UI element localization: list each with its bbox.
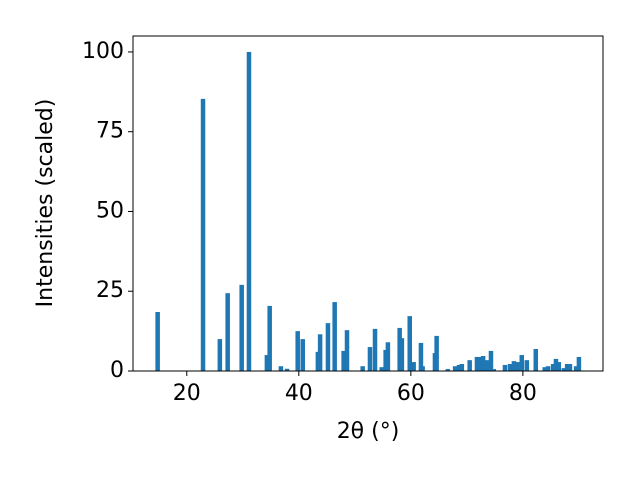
x-tick-label: 20 (173, 381, 201, 406)
bar (264, 355, 270, 371)
bar (507, 363, 513, 371)
y-tick-label: 50 (96, 198, 124, 223)
bar (519, 355, 525, 371)
bar (456, 364, 462, 371)
bar (284, 368, 290, 371)
bar (367, 347, 373, 371)
bar (379, 367, 384, 371)
bar (491, 369, 497, 371)
bar (542, 367, 547, 371)
bar (524, 360, 530, 371)
bar (480, 356, 486, 371)
bar (372, 328, 378, 371)
bar (573, 366, 579, 371)
bar (317, 334, 323, 371)
bar (561, 368, 567, 371)
bar (217, 339, 223, 371)
bar (399, 338, 405, 371)
bar (341, 350, 346, 371)
x-tick-label: 80 (509, 381, 537, 406)
bar (556, 362, 561, 371)
bar (515, 362, 521, 371)
bar (567, 363, 573, 371)
bar (484, 360, 490, 371)
bar (488, 350, 494, 371)
y-tick-label: 100 (82, 39, 124, 64)
plot-marks (155, 51, 582, 371)
y-tick-label: 0 (110, 358, 124, 383)
bar (434, 335, 439, 371)
bar (278, 366, 284, 371)
bar (545, 366, 551, 371)
x-axis-label: 2θ (°) (337, 419, 400, 444)
bar (477, 356, 483, 371)
bar (267, 305, 272, 371)
bar (445, 369, 451, 371)
bar (452, 366, 458, 371)
bar (411, 362, 416, 371)
bar (325, 323, 331, 371)
bar (576, 356, 582, 371)
plot-frame (132, 35, 604, 372)
bar (550, 363, 556, 371)
bar (385, 342, 391, 371)
bar (200, 98, 206, 371)
x-tick-label: 40 (285, 381, 313, 406)
bar (344, 330, 350, 371)
bar (332, 302, 337, 371)
bar (511, 361, 517, 371)
y-axis-label: Intensities (scaled) (33, 99, 58, 308)
bar (360, 366, 365, 371)
bar (459, 363, 465, 371)
bar (533, 348, 539, 371)
bar (553, 358, 559, 371)
x-tick-label: 60 (397, 381, 425, 406)
y-tick-label: 25 (96, 278, 124, 303)
bar (420, 366, 425, 371)
bar (225, 293, 230, 371)
bar (474, 356, 480, 371)
bar (407, 316, 412, 371)
bar (239, 284, 244, 371)
bar (295, 331, 300, 371)
bar (300, 339, 305, 371)
bar (155, 311, 160, 371)
bar (467, 360, 472, 371)
bar (246, 51, 252, 371)
bar (564, 363, 570, 371)
bar (502, 364, 508, 371)
bar (418, 342, 424, 371)
y-tick-label: 75 (96, 119, 124, 144)
